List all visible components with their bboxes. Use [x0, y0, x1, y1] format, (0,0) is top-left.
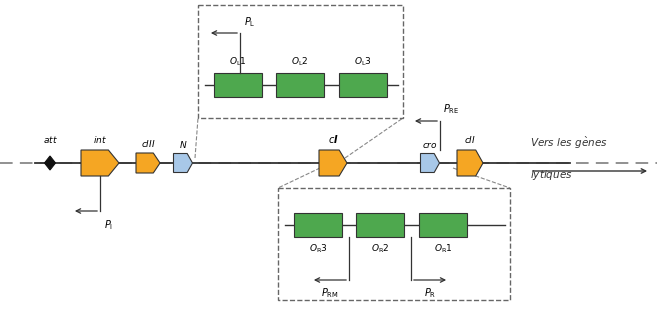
- Bar: [276, 73, 324, 97]
- Text: $O_{\rm R}3$: $O_{\rm R}3$: [309, 242, 327, 255]
- Text: $N$: $N$: [179, 139, 187, 150]
- Bar: [214, 73, 262, 97]
- Text: $lytiques$: $lytiques$: [530, 168, 573, 182]
- Bar: [356, 213, 404, 237]
- Text: $O_{\rm R}2$: $O_{\rm R}2$: [371, 242, 389, 255]
- Text: $O_{\rm L}3$: $O_{\rm L}3$: [354, 56, 372, 68]
- Bar: [294, 213, 342, 237]
- Text: $O_{\rm R}1$: $O_{\rm R}1$: [434, 242, 452, 255]
- Polygon shape: [319, 150, 347, 176]
- Polygon shape: [45, 156, 55, 170]
- Text: $att$: $att$: [43, 134, 57, 145]
- Text: $c$I: $c$I: [328, 133, 338, 145]
- Bar: [339, 73, 387, 97]
- Text: $O_{\rm L}1$: $O_{\rm L}1$: [229, 56, 247, 68]
- Text: $Vers\ les\ g\grave{e}nes$: $Vers\ les\ g\grave{e}nes$: [530, 135, 608, 151]
- Bar: [419, 213, 467, 237]
- Text: $c$II: $c$II: [464, 134, 476, 145]
- Text: $O_{\rm L}2$: $O_{\rm L}2$: [291, 56, 309, 68]
- Polygon shape: [81, 150, 119, 176]
- Text: $P_{\rm RE}$: $P_{\rm RE}$: [443, 102, 459, 116]
- Text: $cro$: $cro$: [422, 140, 438, 150]
- Text: $c$III: $c$III: [141, 138, 155, 149]
- Text: $P_{\rm R}$: $P_{\rm R}$: [424, 286, 436, 300]
- Text: $P_{\rm RM}$: $P_{\rm RM}$: [321, 286, 339, 300]
- Polygon shape: [173, 154, 193, 172]
- Polygon shape: [457, 150, 483, 176]
- Polygon shape: [420, 154, 440, 172]
- Text: $int$: $int$: [93, 134, 107, 145]
- Text: $P_{\rm I}$: $P_{\rm I}$: [104, 218, 113, 232]
- Text: $P_{\rm L}$: $P_{\rm L}$: [244, 15, 256, 29]
- Polygon shape: [136, 153, 160, 173]
